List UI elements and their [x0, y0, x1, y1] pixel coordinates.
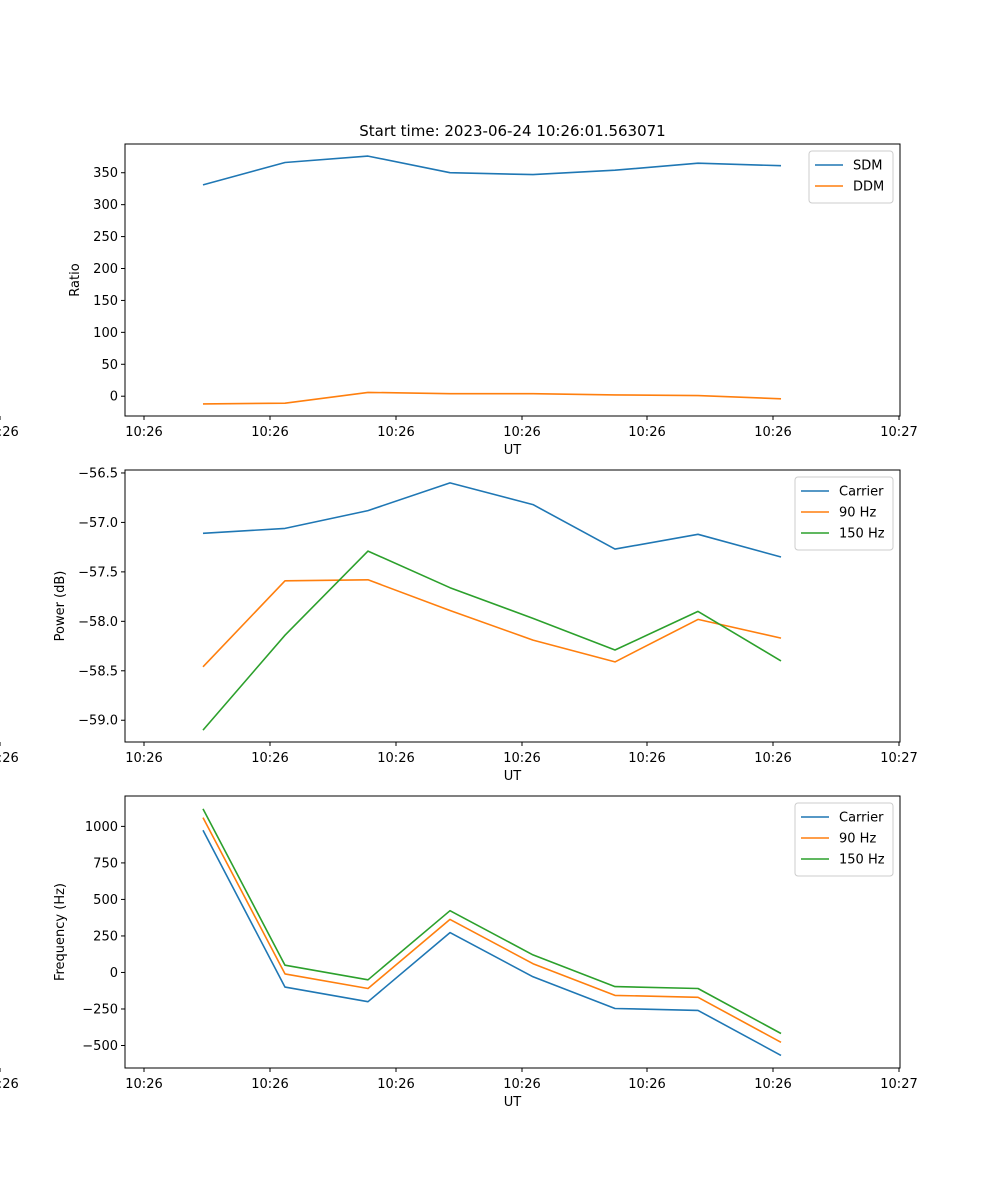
series-line-1 — [202, 578, 782, 668]
x-tick-label: 10:27 — [880, 425, 917, 440]
x-tick-label: 10:26 — [628, 751, 665, 766]
x-tick-label: 10:26 — [754, 1077, 791, 1092]
y-axis-label: Frequency (Hz) — [53, 883, 68, 981]
y-tick-label: 300 — [93, 198, 118, 213]
legend-box — [794, 476, 894, 551]
x-tick-label: 10:26 — [125, 425, 162, 440]
x-tick-label: 10:26 — [251, 1077, 288, 1092]
x-axis-label: UT — [504, 1095, 522, 1110]
x-tick-label: 10:27 — [880, 1077, 917, 1092]
series-line-0 — [202, 829, 782, 1057]
legend-box — [808, 150, 894, 204]
x-tick-label: 10:26 — [628, 425, 665, 440]
series-line-1 — [202, 817, 782, 1044]
panel-2: −59.0 −58.5 −58.0 −57.5 −57.0 −56.5 10:26 10:26… — [0, 466, 918, 784]
legend-label: 90 Hz — [839, 832, 876, 847]
x-tick-label: 10:26 — [0, 425, 19, 440]
y-tick-label: −58.0 — [78, 615, 118, 630]
y-tick-label: −56.5 — [78, 466, 118, 481]
legend-label: Carrier — [839, 811, 884, 826]
x-tick-label: 10:26 — [503, 425, 540, 440]
legend-label: Carrier — [839, 485, 884, 500]
x-tick-label: 10:26 — [0, 751, 19, 766]
x-tick-label: 10:26 — [754, 751, 791, 766]
legend: SDM DDM — [808, 150, 894, 204]
y-tick-label: 250 — [93, 230, 118, 245]
legend-label: DDM — [853, 180, 884, 195]
y-tick-label: 250 — [93, 929, 118, 944]
y-axis-label: Power (dB) — [53, 571, 68, 642]
plot-frame — [124, 143, 901, 417]
series-line-2 — [202, 550, 782, 731]
x-tick-label: 10:26 — [0, 1077, 19, 1092]
y-tick-label: 200 — [93, 262, 118, 277]
x-tick-label: 10:26 — [754, 425, 791, 440]
y-tick-label: 50 — [101, 358, 118, 373]
series-line-1 — [202, 391, 782, 405]
legend: Carrier 90 Hz 150 Hz — [794, 476, 894, 551]
legend-label: 90 Hz — [839, 506, 876, 521]
x-axis-label: UT — [504, 443, 522, 458]
x-tick-label: 10:26 — [377, 425, 414, 440]
y-tick-label: 150 — [93, 294, 118, 309]
x-tick-label: 10:26 — [377, 751, 414, 766]
plot-frame — [124, 469, 901, 743]
series-line-2 — [202, 808, 782, 1035]
x-axis-label: UT — [504, 769, 522, 784]
x-tick-label: 10:26 — [125, 751, 162, 766]
x-tick-label: 10:26 — [628, 1077, 665, 1092]
x-tick-label: 10:26 — [251, 425, 288, 440]
x-tick-label: 10:26 — [503, 1077, 540, 1092]
series-line-0 — [202, 482, 782, 558]
y-tick-label: 350 — [93, 166, 118, 181]
legend-label: 150 Hz — [839, 527, 885, 542]
panel-3: −500 −250 0 250 500 750 1000 10:26 10:26 10:26 10:… — [0, 795, 918, 1110]
plot-frame — [124, 795, 901, 1069]
panels: 0 50 100 150 200 250 300 350 10:26 10:26 10:26 10:2… — [0, 143, 918, 1110]
y-tick-label: 100 — [93, 326, 118, 341]
y-tick-label: 0 — [110, 966, 118, 981]
y-tick-label: −57.5 — [78, 565, 118, 580]
y-tick-label: 1000 — [85, 820, 118, 835]
legend: Carrier 90 Hz 150 Hz — [794, 802, 894, 877]
y-tick-label: −500 — [82, 1039, 118, 1054]
y-tick-label: −59.0 — [78, 714, 118, 729]
x-tick-label: 10:26 — [125, 1077, 162, 1092]
legend-label: 150 Hz — [839, 853, 885, 868]
x-tick-label: 10:26 — [251, 751, 288, 766]
y-tick-label: 500 — [93, 893, 118, 908]
y-axis-label: Ratio — [68, 263, 83, 296]
x-tick-label: 10:26 — [377, 1077, 414, 1092]
x-tick-label: 10:27 — [880, 751, 917, 766]
figure-title: Start time: 2023-06-24 10:26:01.563071 — [359, 122, 665, 140]
x-tick-label: 10:26 — [503, 751, 540, 766]
legend-label: SDM — [853, 159, 882, 174]
panel-1: 0 50 100 150 200 250 300 350 10:26 10:26 10:26 10:2… — [0, 143, 918, 458]
y-tick-label: −57.0 — [78, 516, 118, 531]
y-tick-label: −250 — [82, 1002, 118, 1017]
y-tick-label: 750 — [93, 856, 118, 871]
series-line-0 — [202, 155, 782, 186]
y-tick-label: 0 — [110, 390, 118, 405]
y-tick-label: −58.5 — [78, 664, 118, 679]
legend-box — [794, 802, 894, 877]
